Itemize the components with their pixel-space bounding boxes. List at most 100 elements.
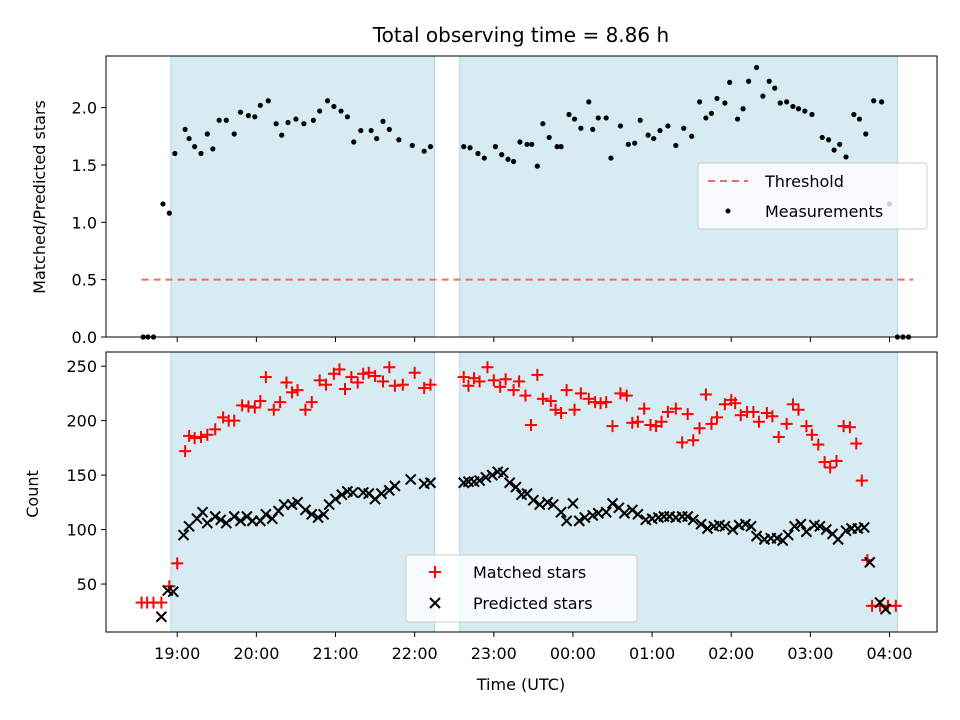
count-predicted-stars-point [486,469,498,481]
ratio-measurements-point [204,131,210,137]
top-panel-ylabel: Matched/Predicted stars [30,100,49,294]
count-matched-stars-point [850,437,863,450]
count-matched-stars-point [524,418,537,431]
count-matched-stars-point [339,383,352,396]
count-matched-stars-point [408,366,421,379]
ratio-measurements-point [166,210,172,216]
count-ytick-label: 200 [66,412,97,431]
count-matched-stars-point [236,399,249,412]
ratio-ytick-label: 1.5 [72,156,97,175]
count-matched-stars-point [519,389,532,402]
ratio-measurements-point [231,131,237,137]
count-predicted-stars-point [750,530,763,542]
chart-title: Total observing time = 8.86 h [372,23,669,47]
count-predicted-stars-point [234,515,247,527]
count-predicted-stars-point [155,611,168,623]
count-matched-stars-point [462,379,475,392]
count-matched-stars-point [457,371,470,384]
count-matched-stars-point [830,454,843,467]
ratio-measurements-point [499,152,505,158]
count-matched-stars-point [687,434,700,447]
predicted-legend-label: Predicted stars [473,594,593,613]
count-matched-stars-point [507,384,520,397]
ratio-measurements-point [529,141,535,147]
count-matched-stars-point [800,420,813,433]
count-matched-stars-point [786,398,799,411]
count-predicted-stars-point [579,511,591,524]
ratio-measurements-point [784,99,790,105]
ratio-measurements-point [427,144,434,150]
ratio-measurements-point [863,131,869,137]
ratio-measurements-point [273,121,279,127]
count-observing-interval-1 [170,351,435,633]
count-predicted-stars-point [480,471,492,483]
ratio-measurements-point [374,135,380,142]
count-predicted-stars-point [215,514,227,526]
ratio-measurements-point [657,127,663,134]
ratio-measurements-point [461,144,467,150]
ratio-ytick-label: 2.0 [72,99,97,118]
ratio-measurements-point [301,121,307,127]
predicted-legend-swatch [429,597,441,609]
count-matched-stars-point [705,417,718,430]
ratio-ytick-label: 0.0 [72,328,97,347]
measurements-legend-label: Measurements [765,202,883,221]
ratio-measurements-point [368,127,374,134]
count-predicted-stars-point [329,493,342,505]
count-matched-stars-point [812,438,825,451]
ratio-measurements-point [216,117,222,123]
ratio-measurements-point [586,99,592,105]
ratio-measurements-point [182,126,188,133]
ratio-measurements-point [223,117,229,123]
ratio-measurements-point [665,123,671,129]
ratio-measurements-point [760,93,766,99]
count-matched-stars-point [351,376,364,389]
count-predicted-stars-point [473,474,486,487]
count-predicted-stars-point [719,520,731,533]
count-matched-stars-point [582,392,595,405]
count-matched-stars-point [320,378,333,391]
ratio-measurements-point [590,126,596,133]
ratio-measurements-point [380,118,386,124]
ratio-measurements-point [325,98,331,104]
ratio-measurements-point [603,115,609,121]
threshold-legend-label: Threshold [764,172,844,191]
ratio-measurements-point [637,117,643,123]
ratio-measurements-point [279,132,285,138]
count-predicted-stars-point [177,529,190,541]
ratio-measurements-point [386,126,392,133]
ratio-measurements-point [245,113,252,119]
ratio-legend-frame [697,162,928,230]
count-matched-stars-point [494,380,507,393]
ratio-measurements-point [192,144,198,150]
count-matched-stars-point [792,403,805,416]
count-matched-stars-point [183,429,196,442]
count-xtick-label: 20:00 [233,644,279,663]
count-predicted-stars-point [606,497,619,510]
count-matched-stars-point [254,395,267,408]
ratio-measurements-point [802,108,808,114]
ratio-measurements-point [673,142,679,149]
count-predicted-stars-point [167,585,179,598]
ratio-measurements-point [198,150,204,157]
count-matched-stars-point [396,378,409,391]
count-predicted-stars-point [347,486,359,499]
ratio-measurements-point [505,156,511,162]
ratio-measurements-point [578,125,584,131]
count-predicted-stars-point [306,508,318,521]
ratio-measurements-point [795,106,802,112]
count-matched-stars-point [699,388,712,401]
ratio-axes-frame [105,55,938,338]
count-matched-stars-point [377,375,389,388]
count-matched-stars-point [600,396,613,409]
count-matched-stars-point [362,366,375,379]
ratio-measurements-point [558,144,564,150]
count-predicted-stars-point [879,603,892,615]
count-predicted-stars-point [555,506,567,518]
count-xtick-label: 01:00 [629,644,675,663]
count-predicted-stars-point [260,508,272,521]
count-ytick-label: 50 [77,575,97,594]
ratio-measurements-point [517,139,523,145]
count-matched-stars-point [669,402,682,415]
count-matched-stars-point [718,398,731,411]
